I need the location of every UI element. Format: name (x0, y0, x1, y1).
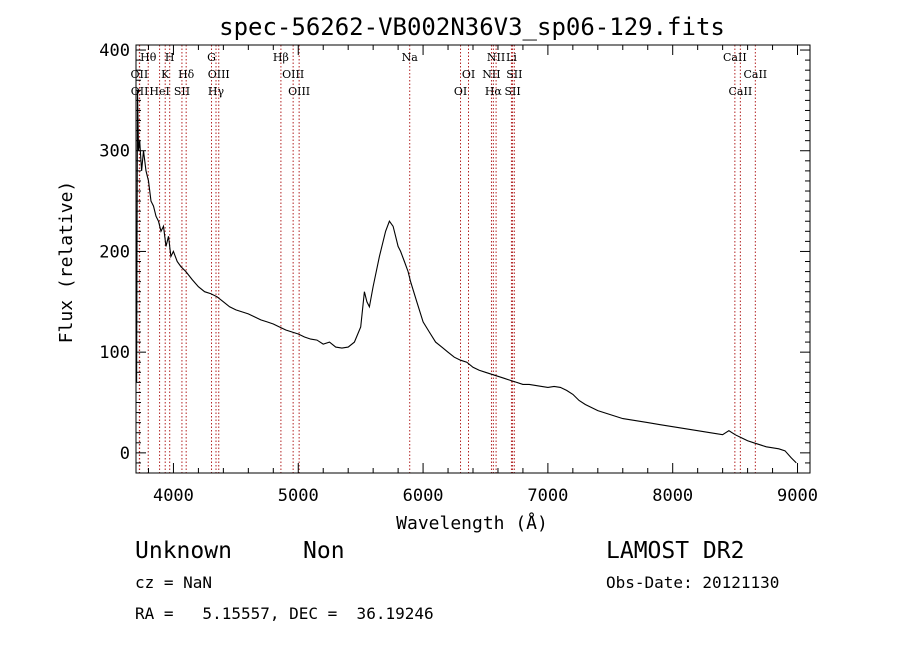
x-tick-label: 5000 (278, 486, 319, 506)
line-label: OI (454, 85, 467, 98)
line-label: HeI (149, 85, 169, 98)
line-label: Hα (485, 85, 503, 98)
line-label: OIII (282, 68, 304, 81)
line-label: SII (506, 68, 522, 81)
y-tick-label: 300 (99, 142, 130, 162)
line-markers (138, 45, 756, 473)
plot-frame (135, 44, 811, 474)
x-tick-label: 7000 (527, 486, 568, 506)
x-tick-label: 9000 (777, 486, 818, 506)
line-label: Li (506, 51, 517, 64)
x-tick-label: 8000 (652, 486, 693, 506)
line-label: K (161, 68, 170, 81)
line-label: Hβ (273, 51, 289, 64)
line-label: SII (504, 85, 520, 98)
line-label: H (165, 51, 175, 64)
y-tick-label: 200 (99, 242, 130, 262)
line-label: G (207, 51, 216, 64)
line-label: Hγ (208, 85, 225, 98)
line-label: OIII (288, 85, 310, 98)
line-label: OI (462, 68, 475, 81)
object-class: Unknown (135, 538, 232, 564)
line-label: SII (174, 85, 190, 98)
x-tick-label: 6000 (403, 486, 444, 506)
y-axis: 0 100 200 300 400 (99, 41, 810, 464)
redshift-cz: cz = NaN (135, 573, 213, 592)
survey-label: LAMOST DR2 (606, 538, 745, 564)
line-label: NII (487, 51, 505, 64)
line-label: OIII (208, 68, 230, 81)
line-label: Hθ (140, 51, 157, 64)
spectrum-line (136, 90, 797, 464)
ra-dec-coordinates: RA = 5.15557, DEC = 36.19246 (135, 604, 434, 623)
line-label: CaII (743, 68, 767, 81)
observation-date: Obs-Date: 20121130 (606, 573, 780, 592)
y-tick-label: 100 (99, 343, 130, 363)
line-label: Hδ (178, 68, 195, 81)
y-axis-label: Flux (relative) (56, 181, 77, 344)
object-subclass: Non (303, 538, 345, 564)
y-tick-label: 0 (120, 444, 130, 464)
line-label: OII (131, 68, 149, 81)
x-axis-label: Wavelength (Å) (396, 512, 548, 534)
line-label: Na (402, 51, 419, 64)
line-label: NII (482, 68, 500, 81)
line-label: CaII (729, 85, 753, 98)
y-tick-label: 400 (99, 41, 130, 61)
x-axis: 4000 5000 6000 7000 8000 9000 (147, 45, 818, 506)
line-label: OII (131, 85, 149, 98)
line-label: CaII (723, 51, 747, 64)
x-tick-label: 4000 (153, 486, 194, 506)
chart-title: spec-56262-VB002N36V3_sp06-129.fits (219, 13, 725, 41)
